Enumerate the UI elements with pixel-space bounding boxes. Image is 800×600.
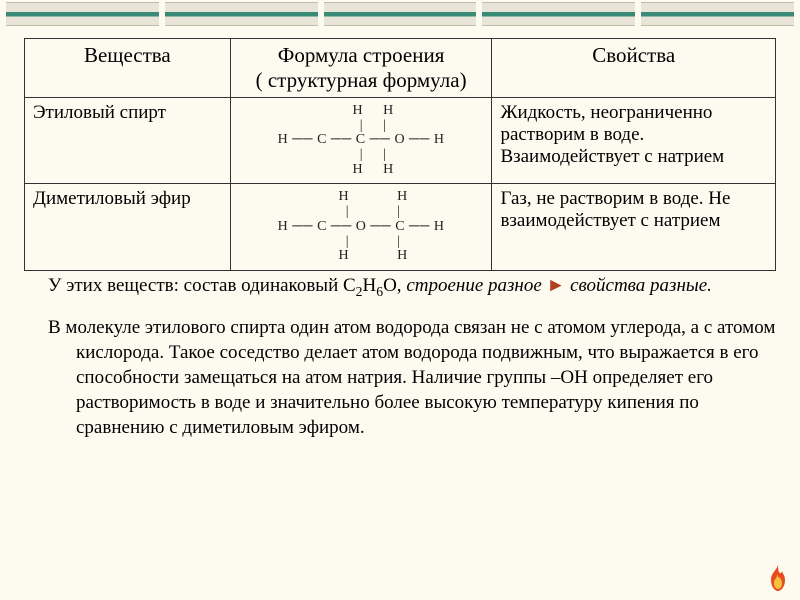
summary-emphasis: свойства разные. xyxy=(570,275,712,296)
summary-block: У этих веществ: состав одинаковый C2H6O,… xyxy=(24,273,782,441)
subscript: 2 xyxy=(356,284,363,299)
header-properties: Свойства xyxy=(492,39,776,98)
substances-table: Вещества Формула строения ( структурная … xyxy=(24,38,776,271)
summary-emphasis: строение разное xyxy=(406,275,541,296)
header-formula: Формула строения ( структурная формула) xyxy=(230,39,492,98)
summary-prefix: У этих веществ: состав одинаковый C xyxy=(48,275,356,296)
band-segment xyxy=(165,2,318,26)
band-segment xyxy=(324,2,477,26)
substance-properties: Газ, не растворим в воде. Не взаимодейст… xyxy=(492,184,776,270)
structural-formula-ethanol: H H | | H ── C ── C ── O ── H | | H H xyxy=(239,102,484,179)
structural-formula-dimethyl-ether: H H | | H ── C ── O ── C ── H | | H H xyxy=(239,188,484,265)
decorative-top-band xyxy=(0,0,800,34)
header-formula-line2: ( структурная формула) xyxy=(239,68,484,93)
header-formula-line1: Формула строения xyxy=(239,43,484,68)
summary-line: У этих веществ: состав одинаковый C2H6O,… xyxy=(24,273,782,301)
flame-icon xyxy=(762,562,794,594)
paragraph-text: В молекуле этилового спирта один атом во… xyxy=(24,315,782,440)
band-segment xyxy=(641,2,794,26)
header-substances: Вещества xyxy=(25,39,231,98)
table-row: Этиловый спирт H H | | H ── C ── C ── O … xyxy=(25,98,776,184)
substance-name: Этиловый спирт xyxy=(25,98,231,184)
substance-formula: H H | | H ── C ── O ── C ── H | | H H xyxy=(230,184,492,270)
summary-mid: H xyxy=(363,275,377,296)
slide-content: Вещества Формула строения ( структурная … xyxy=(0,34,800,441)
arrow-icon: ► xyxy=(542,275,570,296)
table-row: Диметиловый эфир H H | | H ── C ── O ── … xyxy=(25,184,776,270)
substance-formula: H H | | H ── C ── C ── O ── H | | H H xyxy=(230,98,492,184)
band-segment xyxy=(482,2,635,26)
substance-name: Диметиловый эфир xyxy=(25,184,231,270)
band-segment xyxy=(6,2,159,26)
substance-properties: Жидкость, неограниченно растворим в воде… xyxy=(492,98,776,184)
summary-mid: O, xyxy=(383,275,406,296)
